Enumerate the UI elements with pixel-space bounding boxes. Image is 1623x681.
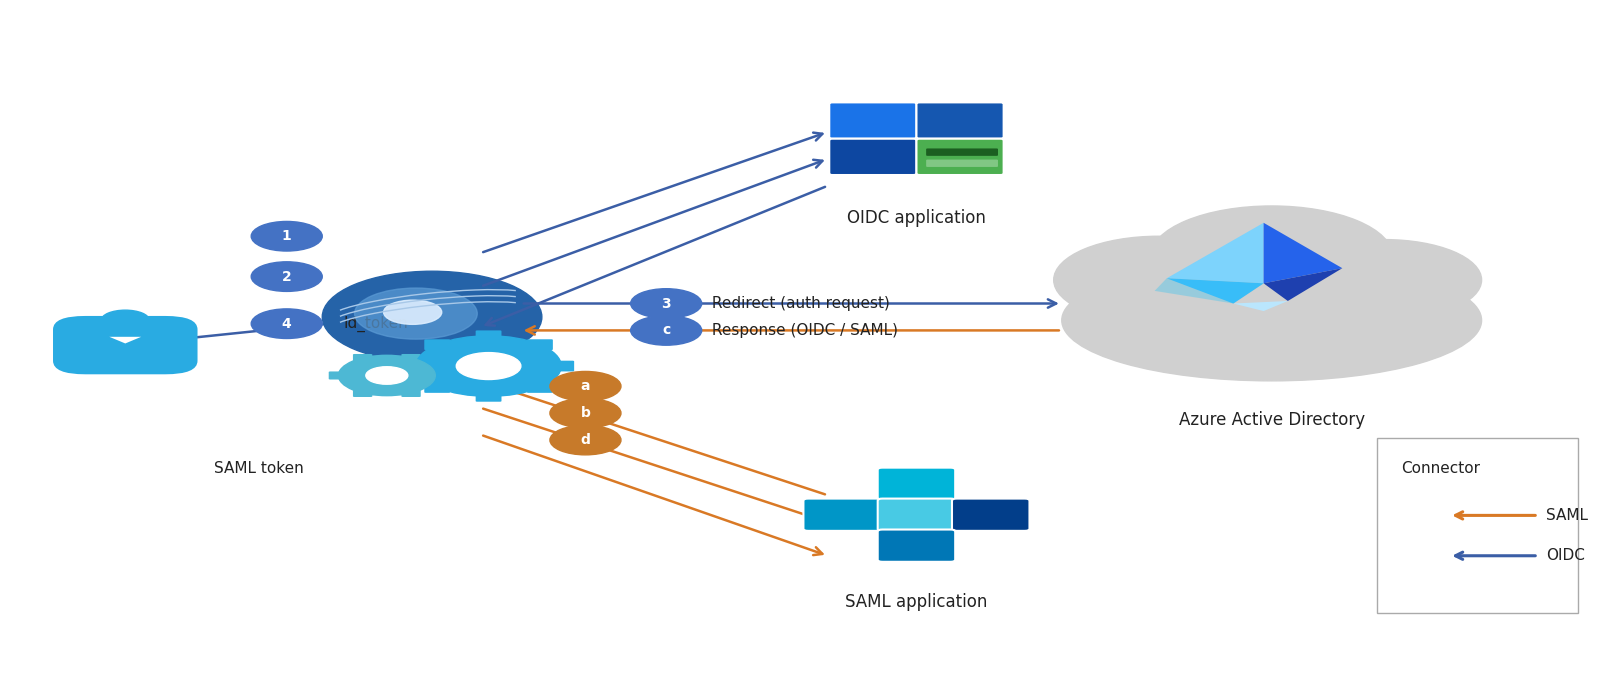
Circle shape — [1151, 206, 1393, 307]
Text: d: d — [581, 433, 591, 447]
Circle shape — [550, 371, 622, 401]
Text: a: a — [581, 379, 591, 393]
FancyBboxPatch shape — [424, 339, 450, 350]
Polygon shape — [1167, 279, 1264, 304]
Circle shape — [339, 355, 435, 396]
FancyBboxPatch shape — [803, 498, 881, 531]
Circle shape — [365, 367, 407, 384]
Circle shape — [415, 336, 562, 396]
Text: Connector: Connector — [1401, 461, 1480, 476]
Text: SAML token: SAML token — [214, 461, 304, 476]
Polygon shape — [1233, 301, 1287, 311]
FancyBboxPatch shape — [425, 371, 445, 379]
Ellipse shape — [1061, 259, 1482, 381]
Circle shape — [323, 271, 542, 363]
Circle shape — [1053, 236, 1264, 323]
FancyBboxPatch shape — [352, 354, 372, 362]
Circle shape — [101, 310, 149, 330]
Circle shape — [631, 289, 701, 318]
FancyBboxPatch shape — [917, 102, 1003, 139]
FancyBboxPatch shape — [403, 361, 428, 371]
FancyBboxPatch shape — [927, 148, 998, 156]
Polygon shape — [1264, 223, 1342, 283]
Polygon shape — [1154, 279, 1264, 304]
Circle shape — [252, 221, 323, 251]
FancyBboxPatch shape — [829, 102, 917, 139]
Circle shape — [550, 398, 622, 428]
FancyBboxPatch shape — [352, 389, 372, 397]
Circle shape — [456, 353, 521, 379]
Text: c: c — [662, 323, 670, 337]
FancyBboxPatch shape — [329, 371, 347, 379]
FancyBboxPatch shape — [829, 139, 917, 175]
FancyBboxPatch shape — [476, 391, 502, 402]
Text: OIDC: OIDC — [1547, 548, 1586, 563]
FancyBboxPatch shape — [927, 159, 998, 167]
FancyBboxPatch shape — [476, 330, 502, 341]
Text: SAML: SAML — [1547, 508, 1589, 523]
FancyBboxPatch shape — [424, 382, 450, 393]
Text: 3: 3 — [661, 296, 670, 311]
FancyBboxPatch shape — [878, 468, 956, 500]
FancyBboxPatch shape — [527, 382, 553, 393]
Polygon shape — [1264, 268, 1342, 301]
Circle shape — [252, 309, 323, 338]
FancyBboxPatch shape — [878, 498, 956, 531]
Text: OIDC application: OIDC application — [847, 209, 985, 227]
FancyBboxPatch shape — [54, 316, 198, 375]
FancyBboxPatch shape — [401, 354, 420, 362]
FancyBboxPatch shape — [917, 139, 1003, 175]
Text: Redirect (auth request): Redirect (auth request) — [706, 296, 889, 311]
Text: b: b — [581, 406, 591, 420]
Text: Azure Active Directory: Azure Active Directory — [1178, 411, 1365, 429]
Text: 1: 1 — [282, 229, 292, 243]
Circle shape — [354, 288, 477, 339]
Text: Response (OIDC / SAML): Response (OIDC / SAML) — [706, 323, 898, 338]
Polygon shape — [1167, 223, 1264, 283]
FancyBboxPatch shape — [549, 361, 575, 371]
Circle shape — [252, 262, 323, 291]
FancyBboxPatch shape — [527, 339, 553, 350]
Polygon shape — [109, 337, 141, 343]
Text: Id_token: Id_token — [342, 315, 407, 332]
FancyBboxPatch shape — [401, 389, 420, 397]
Text: 2: 2 — [282, 270, 292, 283]
FancyBboxPatch shape — [878, 530, 956, 562]
FancyBboxPatch shape — [953, 498, 1029, 531]
Circle shape — [550, 425, 622, 455]
Circle shape — [383, 300, 441, 324]
Text: SAML application: SAML application — [846, 592, 988, 611]
FancyBboxPatch shape — [1376, 438, 1579, 613]
Circle shape — [1287, 240, 1482, 320]
Text: 4: 4 — [282, 317, 292, 331]
Circle shape — [631, 315, 701, 345]
